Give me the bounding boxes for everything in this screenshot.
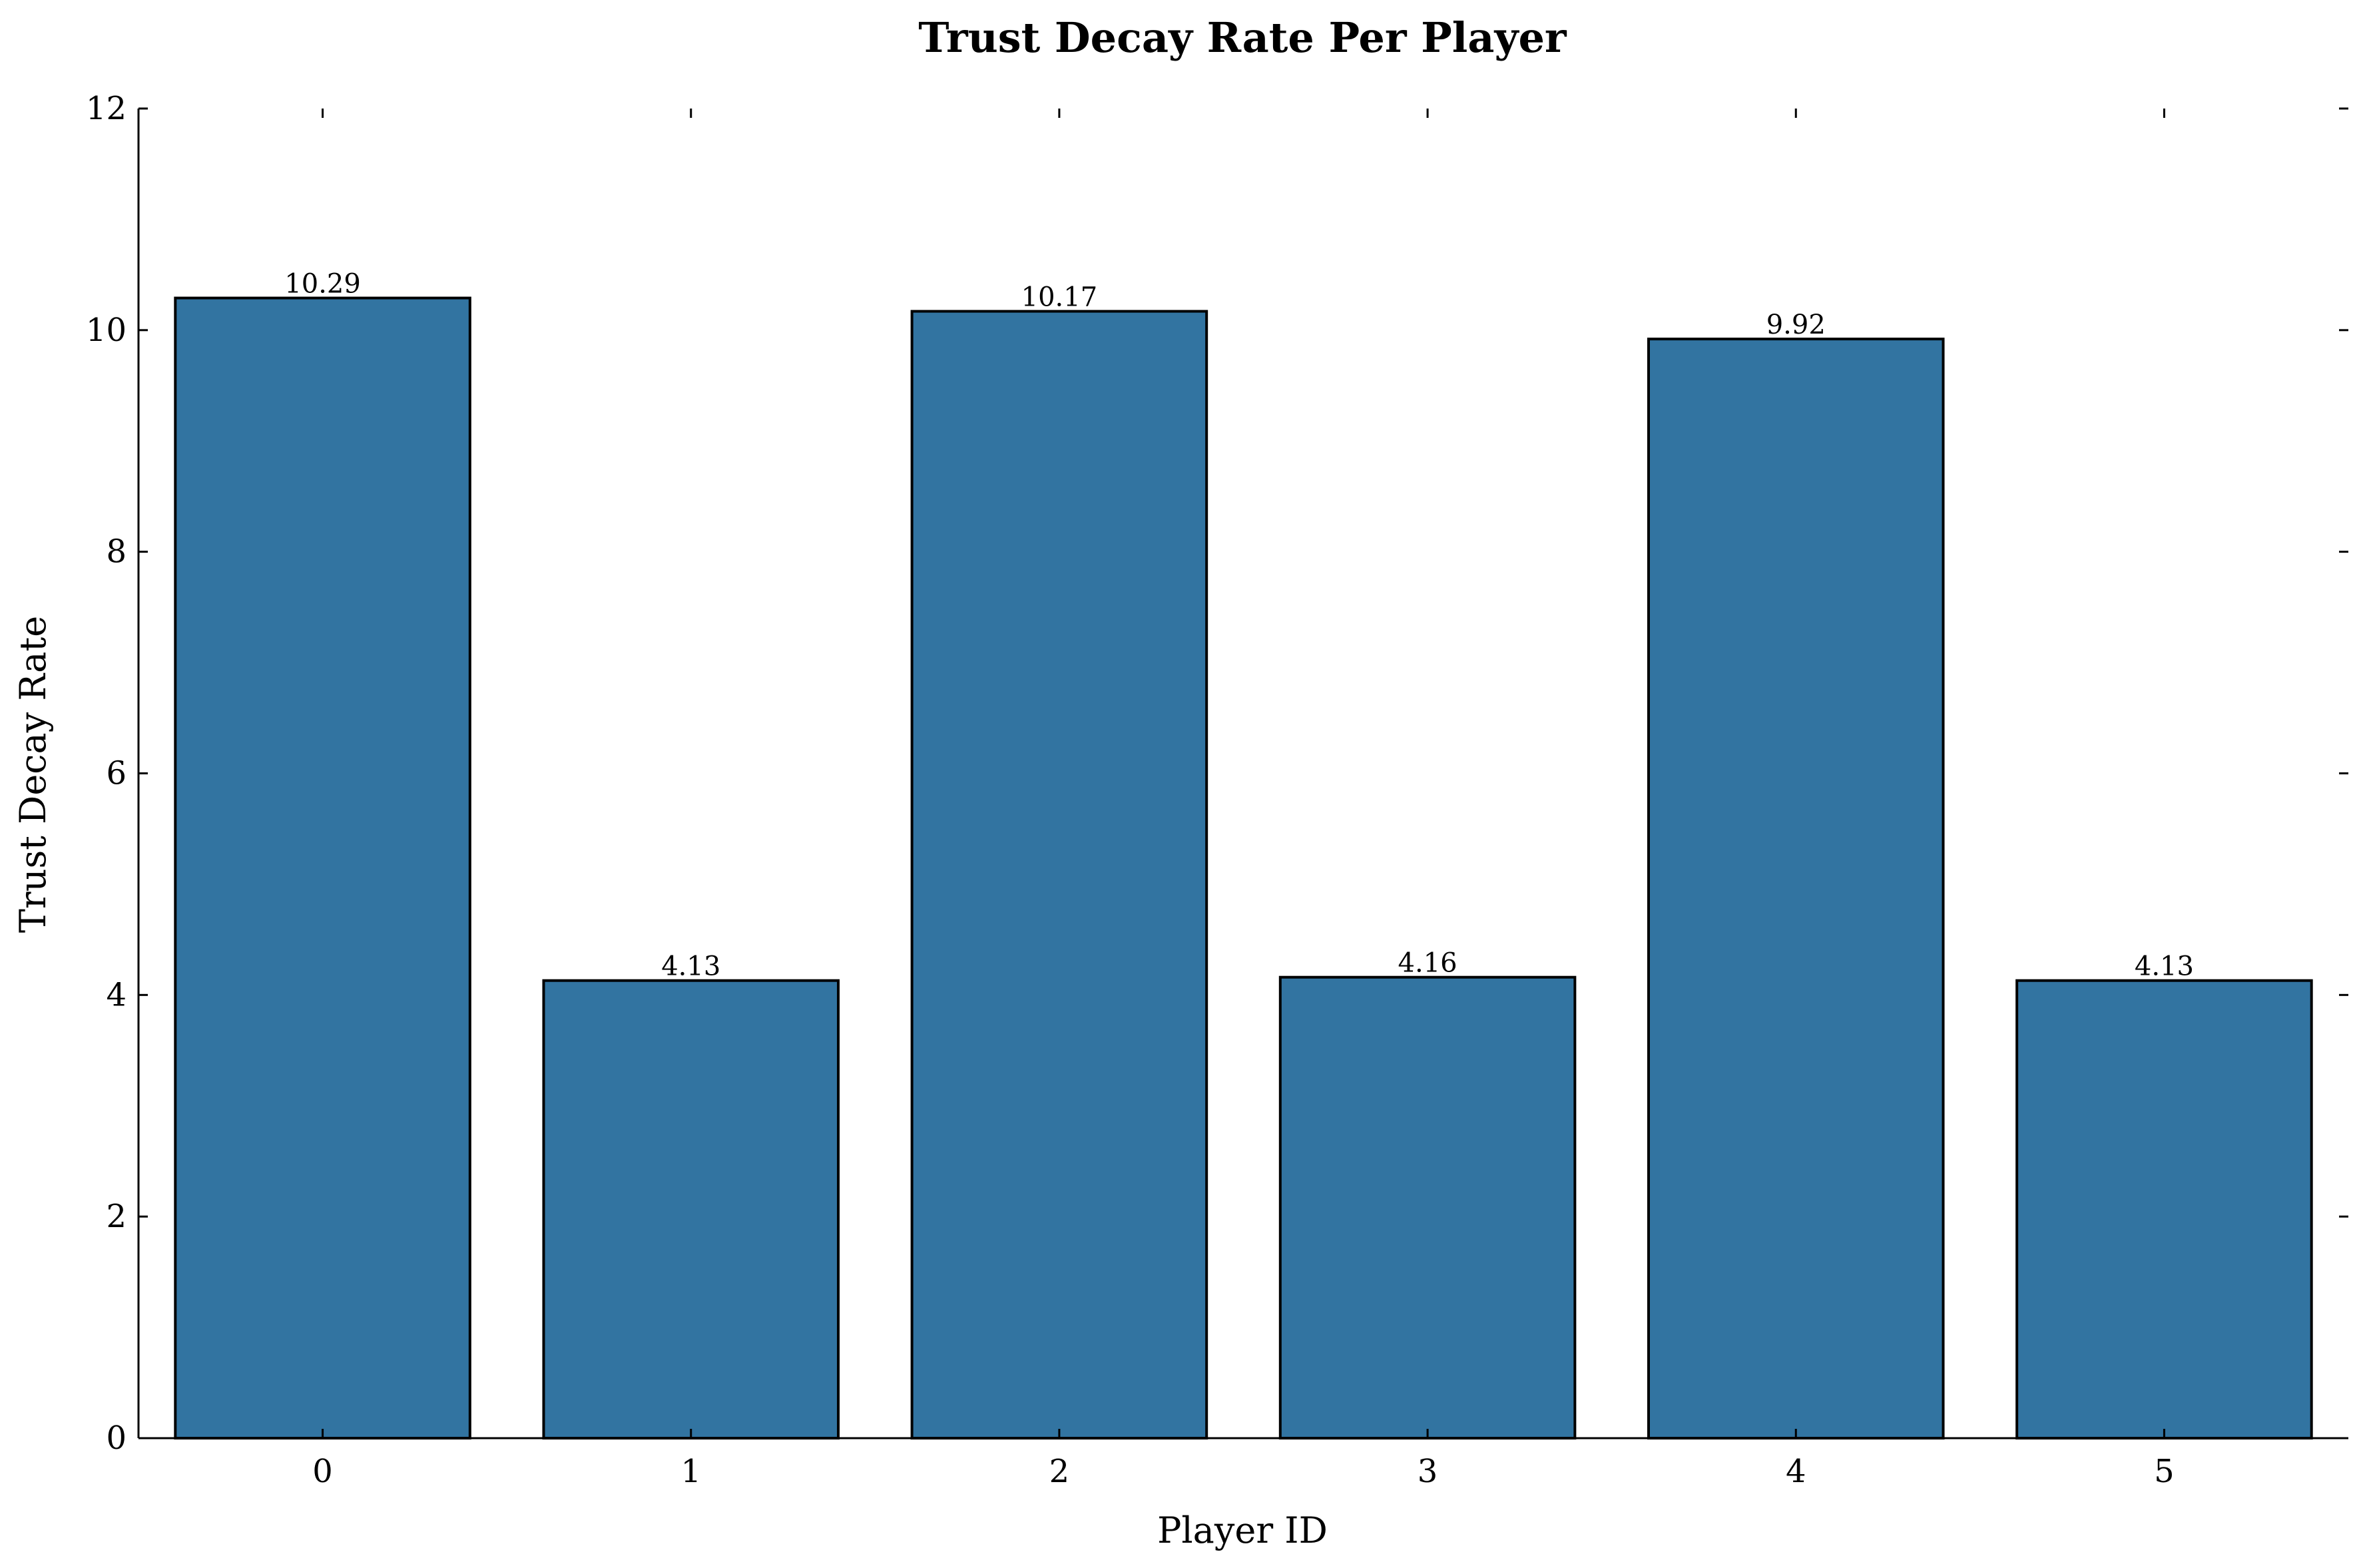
data-labels-layer: 10.29 4.13 10.17 4.16 9.92 4.13 [284,269,2194,982]
data-label-player-1: 4.13 [661,951,720,982]
bar-player-3 [1278,975,1577,1439]
y-tick-label: 2 [106,1198,127,1235]
y-axis-label: Trust Decay Rate [12,616,54,933]
y-tick-label: 6 [106,755,127,792]
data-label-player-4: 9.92 [1766,310,1826,340]
data-label-player-3: 4.16 [1398,948,1457,979]
x-tick-label: 5 [2154,1453,2175,1490]
x-tick-label: 1 [680,1453,701,1490]
x-tick-label: 0 [312,1453,333,1490]
y-tick-label: 10 [86,312,127,349]
x-tick-label: 3 [1418,1453,1438,1490]
y-tick-label: 8 [106,533,127,571]
bar-player-1 [542,979,840,1440]
bar-player-5 [2015,979,2313,1440]
chart-title: Trust Decay Rate Per Player [918,13,1567,62]
bar-player-2 [910,310,1208,1440]
bars-layer [174,296,2313,1440]
data-label-player-0: 10.29 [284,269,361,300]
x-tick-label: 2 [1049,1453,1070,1490]
data-label-player-2: 10.17 [1021,282,1098,313]
y-tick-label: 0 [106,1420,127,1457]
y-tick-label: 4 [106,976,127,1013]
x-axis-label: Player ID [1157,1509,1328,1551]
bar-player-0 [174,296,471,1439]
x-tick-label: 4 [1786,1453,1806,1490]
data-label-player-5: 4.13 [2135,951,2194,982]
y-tick-label: 12 [86,90,127,127]
bar-player-4 [1647,338,1945,1440]
